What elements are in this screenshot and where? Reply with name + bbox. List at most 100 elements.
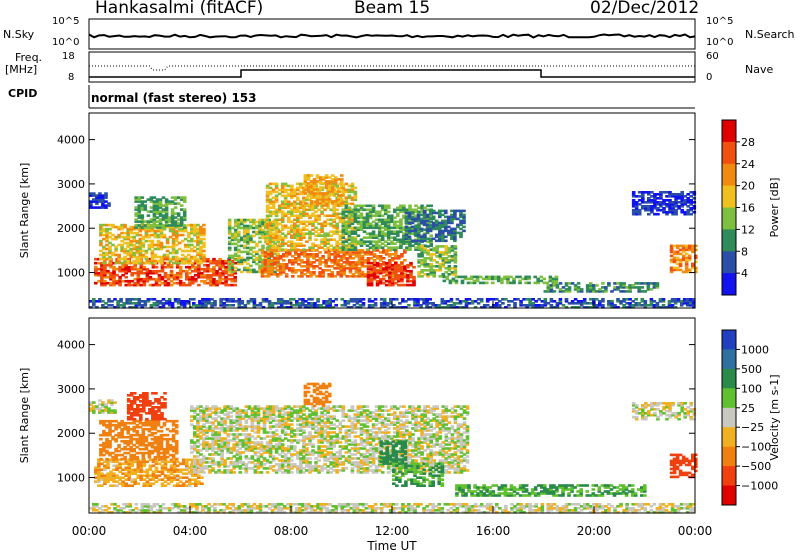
heatmap-cell: [230, 259, 234, 263]
heatmap-cell: [479, 306, 484, 309]
heatmap-cell: [150, 229, 155, 233]
heatmap-cell: [195, 304, 199, 307]
heatmap-cell: [417, 259, 421, 262]
heatmap-cell: [397, 267, 401, 271]
heatmap-cell: [101, 206, 105, 209]
heatmap-cell: [163, 261, 168, 265]
heatmap-cell: [141, 447, 146, 451]
heatmap-cell: [335, 212, 339, 216]
heatmap-cell: [374, 226, 379, 230]
heatmap-cell: [622, 290, 626, 293]
heatmap-cell: [450, 231, 454, 235]
heatmap-cell: [200, 275, 204, 279]
heatmap-cell: [108, 257, 112, 261]
heatmap-cell: [154, 468, 159, 472]
heatmap-cell: [120, 261, 124, 265]
heatmap-cell: [160, 484, 165, 487]
heatmap-cell: [136, 462, 141, 466]
heatmap-cell: [145, 267, 150, 271]
heatmap-cell: [298, 306, 302, 309]
heatmap-cell: [510, 300, 514, 303]
heatmap-cell: [685, 304, 690, 307]
heatmap-cell: [277, 246, 282, 249]
heatmap-cell: [105, 223, 109, 227]
heatmap-cell: [107, 204, 111, 207]
heatmap-cell: [426, 273, 430, 276]
heatmap-cell: [366, 265, 371, 269]
heatmap-cell: [95, 407, 99, 410]
heatmap-cell: [112, 261, 116, 265]
heatmap-cell: [140, 214, 145, 217]
heatmap-cell: [362, 236, 367, 239]
heatmap-cell: [115, 279, 119, 283]
heatmap-cell: [156, 233, 161, 237]
heatmap-cell: [147, 245, 152, 249]
heatmap-cell: [258, 224, 262, 228]
heatmap-cell: [613, 286, 617, 289]
heatmap-cell: [409, 269, 413, 273]
heatmap-cell: [344, 238, 349, 241]
heatmap-cell: [243, 240, 247, 244]
heatmap-cell: [280, 188, 285, 192]
heatmap-cell: [368, 246, 373, 249]
heatmap-cell: [146, 300, 151, 303]
heatmap-cell: [182, 304, 187, 307]
heatmap-cell: [365, 204, 370, 208]
heatmap-cell: [299, 230, 303, 233]
heatmap-cell: [130, 460, 134, 464]
heatmap-cell: [264, 236, 268, 240]
heatmap-cell: [209, 269, 213, 273]
heatmap-cell: [619, 286, 623, 289]
heatmap-cell: [150, 261, 155, 265]
heatmap-cell: [98, 192, 102, 195]
heatmap-cell: [425, 219, 430, 223]
heatmap-cell: [447, 259, 452, 262]
heatmap-cell: [265, 232, 270, 235]
heatmap-cell: [347, 190, 352, 194]
heatmap-cell: [312, 196, 317, 199]
heatmap-cell: [330, 202, 335, 205]
heatmap-cell: [348, 267, 353, 270]
heatmap-cell: [434, 306, 438, 309]
heatmap-cell: [616, 300, 620, 303]
heatmap-cell: [435, 245, 439, 248]
heatmap-cell: [197, 462, 201, 466]
heatmap-cell: [162, 227, 167, 231]
heatmap-cell: [381, 261, 386, 265]
heatmap-cell: [180, 249, 185, 253]
heatmap-cell: [350, 242, 355, 245]
heatmap-cell: [383, 220, 388, 224]
heatmap-cell: [634, 298, 638, 301]
heatmap-cell: [175, 263, 180, 267]
heatmap-cell: [252, 246, 256, 250]
heatmap-cell: [670, 300, 675, 303]
heatmap-cell: [429, 271, 433, 274]
heatmap-cell: [346, 302, 351, 305]
heatmap-cell: [314, 214, 318, 218]
heatmap-cell: [280, 212, 285, 216]
heatmap-cell: [386, 226, 391, 230]
heatmap-cell: [303, 251, 307, 254]
heatmap-cell: [104, 194, 108, 197]
heatmap-cell: [322, 300, 326, 303]
heatmap-cell: [438, 215, 442, 219]
heatmap-cell: [219, 298, 223, 301]
heatmap-cell: [287, 232, 291, 235]
heatmap-cell: [290, 186, 294, 190]
heatmap-cell: [447, 219, 451, 223]
heatmap-cell: [301, 302, 305, 305]
heatmap-cell: [410, 215, 415, 219]
heatmap-cell: [132, 429, 136, 433]
heatmap-cell: [98, 206, 102, 209]
heatmap-cell: [389, 298, 393, 301]
heatmap-cell: [111, 233, 115, 237]
heatmap-cell: [318, 192, 323, 195]
heatmap-cell: [588, 302, 593, 305]
heatmap-cell: [167, 302, 172, 305]
heatmap-cell: [687, 270, 692, 274]
heatmap-cell: [209, 267, 213, 271]
heatmap-cell: [336, 265, 340, 268]
heatmap-cell: [209, 261, 213, 265]
heatmap-cell: [402, 206, 406, 210]
heatmap-cell: [669, 266, 674, 270]
